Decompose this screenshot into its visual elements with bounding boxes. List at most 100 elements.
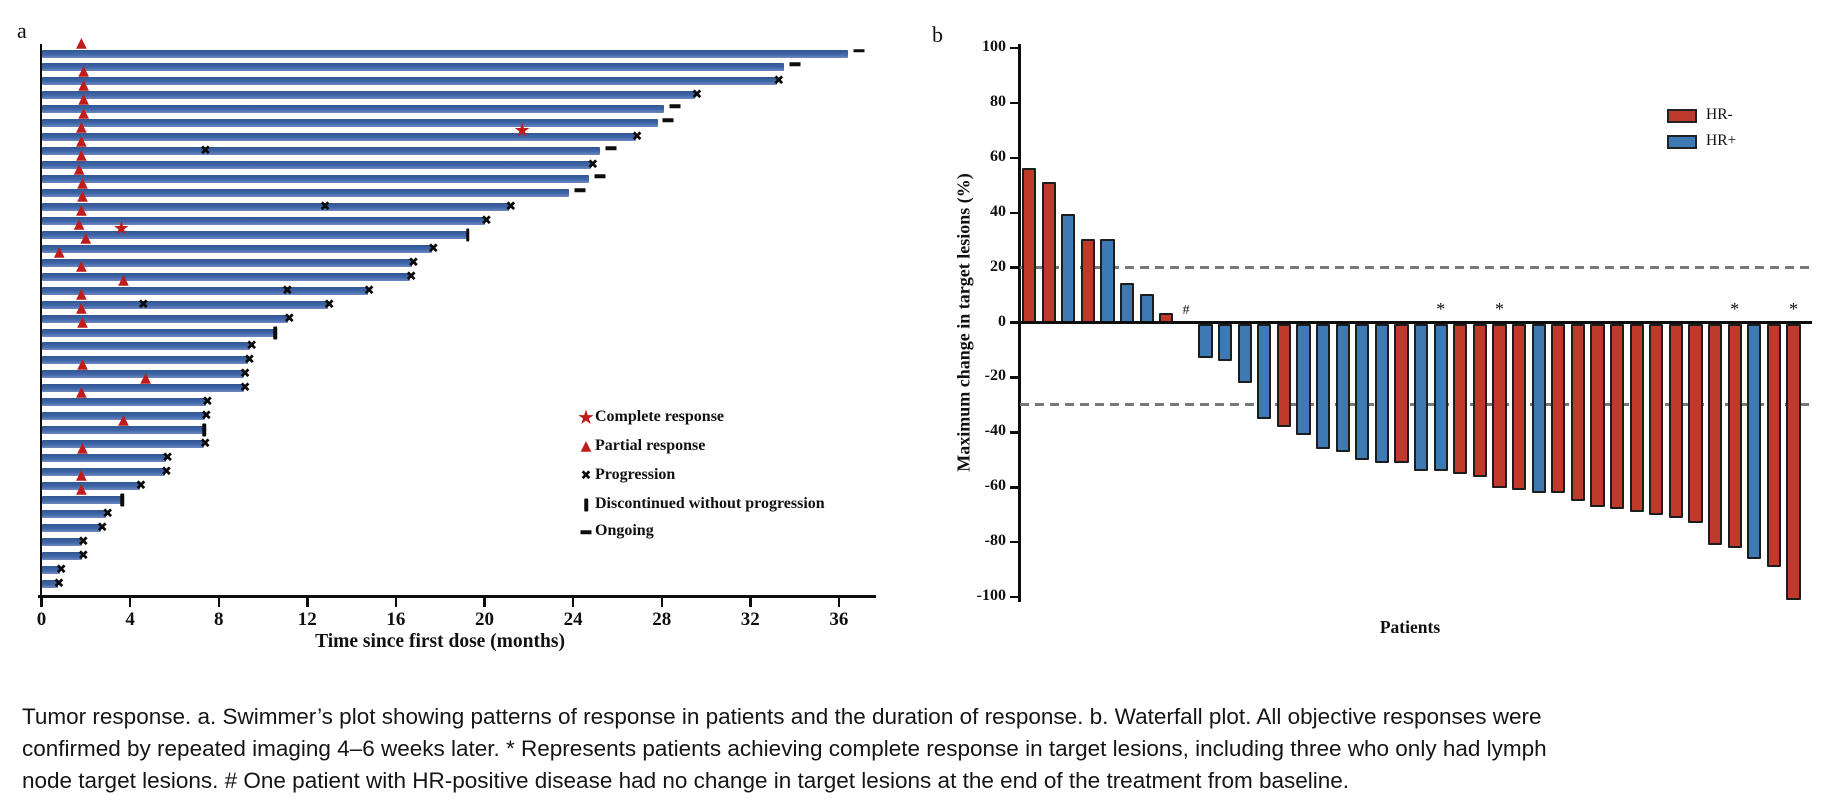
waterfall-y-tick-label: 80 (990, 92, 1006, 110)
ongoing-dash-marker (662, 118, 674, 122)
waterfall-bar (1472, 323, 1488, 477)
waterfall-bar (1120, 283, 1135, 324)
progression-x-marker: ✖ (407, 255, 419, 271)
progression-x-marker: ✖ (244, 352, 255, 368)
swimmer-bar (42, 468, 165, 476)
x-icon: ✖ (580, 468, 592, 484)
waterfall-bar (1649, 323, 1664, 515)
swimmer-x-tick-label: 28 (652, 609, 672, 630)
progression-x-marker: ✖ (55, 562, 67, 578)
progression-x-marker: ✖ (281, 283, 293, 299)
swimmer-x-tick (40, 598, 43, 607)
progression-x-marker: ✖ (135, 478, 147, 494)
waterfall-bar (1041, 181, 1056, 324)
progression-x-marker: ✖ (427, 241, 439, 257)
complete-response-star-marker: ★ (112, 217, 130, 240)
figure-caption: Tumor response. a. Swimmer’s plot showin… (22, 703, 1547, 793)
swimmer-bar (42, 49, 849, 58)
swimmer-bar (42, 189, 570, 197)
partial-response-triangle-marker: ▲ (75, 286, 87, 303)
progression-x-marker: ✖ (239, 380, 251, 396)
complete-response-asterisk: * (1789, 299, 1799, 319)
progression-x-marker: ✖ (201, 394, 213, 410)
swimmer-legend-item: ✖ Progression (575, 465, 875, 487)
swimmer-bar (42, 565, 60, 574)
waterfall-bar (1433, 323, 1448, 471)
partial-response-triangle-marker: ▲ (73, 160, 85, 177)
partial-response-triangle-marker: ▲ (75, 132, 87, 149)
waterfall-bar (1453, 323, 1468, 474)
swimmer-bar (42, 454, 166, 463)
star-legend-icon: ★ (575, 407, 597, 429)
swimmer-bar (42, 161, 592, 170)
swimmer-bar (42, 91, 696, 100)
waterfall-bar (1374, 323, 1390, 463)
swimmer-bar (42, 286, 368, 295)
no-change-hash: # (1182, 303, 1190, 318)
partial-response-triangle-marker: ▲ (75, 467, 87, 484)
waterfall-bar (1100, 239, 1115, 324)
waterfall-bar (1061, 214, 1076, 324)
swimmer-legend-item: ▲ Partial response (575, 436, 875, 458)
waterfall-bar (1688, 323, 1703, 524)
waterfall-bar (1355, 323, 1370, 460)
star-icon: ★ (577, 405, 595, 429)
waterfall-y-tick (1010, 156, 1018, 160)
swimmer-x-tick (128, 598, 132, 607)
swimmer-x-tick (660, 598, 663, 607)
progression-x-marker: ✖ (200, 408, 212, 424)
swimmer-x-tick-label: 0 (36, 609, 47, 630)
waterfall-y-tick-label: 20 (990, 257, 1006, 275)
waterfall-plot: # * * * * 100 80 60 40 20 0 -20 -40 -60 -80 -100 (900, 0, 1835, 660)
partial-response-triangle-marker: ▲ (118, 411, 129, 428)
waterfall-bar (1394, 323, 1409, 463)
swimmer-x-tick-label: 32 (740, 609, 760, 630)
partial-response-triangle-marker: ▲ (78, 62, 89, 79)
swimmer-x-tick-label: 8 (213, 609, 224, 630)
triangle-icon: ▲ (580, 438, 592, 454)
waterfall-y-tick (1010, 321, 1018, 324)
swimmer-legend-label: Partial response (595, 437, 706, 454)
dash-legend-icon (575, 521, 597, 543)
partial-response-triangle-marker: ▲ (80, 230, 92, 247)
ongoing-dash-marker (594, 174, 606, 178)
waterfall-bar (1551, 323, 1566, 493)
waterfall-zero-line (1018, 321, 1812, 324)
discontinued-pipe-marker (466, 228, 470, 242)
partial-response-triangle-marker: ▲ (73, 216, 85, 233)
swimmer-bar (42, 244, 432, 253)
partial-response-triangle-marker: ▲ (78, 76, 89, 93)
waterfall-bar (1708, 323, 1723, 546)
waterfall-y-tick-label: 0 (998, 312, 1006, 330)
progression-x-marker: ✖ (199, 143, 211, 159)
waterfall-y-tick (1010, 431, 1018, 434)
swimmer-bar (42, 342, 251, 351)
panel-b-label: b (932, 22, 943, 47)
waterfall-bar (1257, 323, 1272, 419)
swimmer-bar (42, 537, 82, 546)
progression-x-marker: ✖ (363, 283, 375, 299)
swimmer-bar (42, 314, 288, 323)
progression-x-marker: ✖ (239, 366, 251, 382)
waterfall-bar (1276, 323, 1292, 428)
swimmer-bar (42, 551, 82, 560)
progression-x-marker: ✖ (773, 73, 785, 89)
partial-response-triangle-marker: ▲ (77, 174, 88, 191)
waterfall-bar (1786, 323, 1801, 600)
swimmer-x-tick (217, 598, 220, 607)
progression-x-marker: ✖ (246, 338, 258, 354)
swimmer-x-tick-label: 36 (829, 609, 849, 630)
waterfall-y-tick (1010, 486, 1018, 489)
waterfall-y-tick (1010, 540, 1018, 544)
waterfall-y-tick-label: -60 (984, 477, 1006, 495)
swimmer-bar (42, 63, 784, 72)
swimmer-bar (42, 133, 636, 142)
complete-response-star-marker: ★ (513, 119, 531, 142)
partial-response-triangle-marker: ▲ (77, 439, 88, 456)
waterfall-bar (1590, 323, 1605, 507)
waterfall-y-tick-label: 100 (982, 38, 1006, 55)
swimmer-bar (42, 119, 658, 128)
waterfall-y-tick-label: -20 (984, 367, 1006, 385)
triangle-legend-icon: ▲ (575, 436, 597, 458)
discontinued-pipe-marker (202, 423, 206, 437)
